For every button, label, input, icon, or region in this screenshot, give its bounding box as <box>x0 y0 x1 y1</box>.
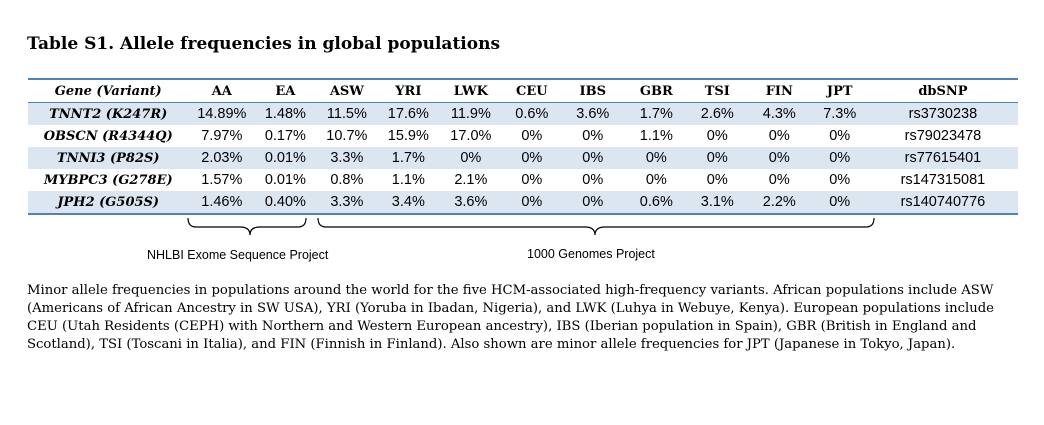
nhlbi-label: NHLBI Exome Sequence Project <box>147 248 329 262</box>
header-gbr: GBR <box>625 78 688 103</box>
jpt-cell: 0% <box>829 172 851 188</box>
jpt-cell: 0% <box>811 191 868 215</box>
jpt-cell: 0% <box>811 147 868 169</box>
jpt-cell: 0% <box>829 128 851 144</box>
lwk-cell: 17.0% <box>450 128 492 144</box>
lwk-cell: 3.6% <box>438 191 504 215</box>
ibs-cell: 3.6% <box>560 102 626 125</box>
gbr-cell: 1.1% <box>639 128 673 144</box>
header-asw: ASW <box>315 78 379 103</box>
table-row: OBSCN (R4344Q) 7.97% 0.17% 10.7% 15.9% 1… <box>28 125 1018 147</box>
tsi-cell: 3.1% <box>687 191 747 215</box>
dbsnp-cell: rs140740776 <box>867 191 1018 215</box>
table-row: TNNI3 (P82S) 2.03% 0.01% 3.3% 1.7% 0% 0%… <box>28 147 1018 169</box>
ea-cell: 0.01% <box>264 172 306 188</box>
thousand-genomes-label: 1000 Genomes Project <box>527 247 655 261</box>
header-yri: YRI <box>378 78 439 103</box>
fin-cell: 0% <box>768 128 790 144</box>
nhlbi-brace <box>187 217 307 236</box>
fin-cell: 4.3% <box>746 102 812 125</box>
table-caption: Minor allele frequencies in populations … <box>27 283 994 352</box>
aa-cell: 14.89% <box>188 102 256 125</box>
ceu-cell: 0% <box>503 191 561 215</box>
tsi-cell: 0% <box>687 147 747 169</box>
ibs-cell: 0% <box>582 128 604 144</box>
header-dbsnp: dbSNP <box>867 78 1018 103</box>
gbr-cell: 0% <box>645 172 667 188</box>
header-tsi: TSI <box>687 78 747 103</box>
yri-cell: 3.4% <box>378 191 439 215</box>
tsi-cell: 0% <box>706 128 728 144</box>
aa-cell: 1.57% <box>201 172 243 188</box>
asw-cell: 0.8% <box>330 172 364 188</box>
header-ea: EA <box>255 78 316 103</box>
aa-cell: 2.03% <box>188 147 256 169</box>
gene-variant-cell: JPH2 (G505S) <box>28 191 189 215</box>
ea-cell: 0.40% <box>255 191 316 215</box>
asw-cell: 3.3% <box>315 191 379 215</box>
gbr-cell: 0.6% <box>625 191 688 215</box>
yri-cell: 15.9% <box>387 128 429 144</box>
fin-cell: 0% <box>768 172 790 188</box>
ceu-cell: 0% <box>521 128 543 144</box>
yri-cell: 1.1% <box>391 172 425 188</box>
table-row: MYBPC3 (G278E) 1.57% 0.01% 0.8% 1.1% 2.1… <box>28 169 1018 191</box>
header-aa: AA <box>188 78 256 103</box>
header-gene-variant: Gene (Variant) <box>28 78 189 103</box>
ibs-cell: 0% <box>582 172 604 188</box>
header-jpt: JPT <box>811 78 868 103</box>
header-ibs: IBS <box>560 78 626 103</box>
table-row: TNNT2 (K247R) 14.89% 1.48% 11.5% 17.6% 1… <box>28 102 1018 125</box>
fin-cell: 0% <box>746 147 812 169</box>
ea-cell: 0.17% <box>264 128 306 144</box>
ea-cell: 0.01% <box>255 147 316 169</box>
dbsnp-cell: rs147315081 <box>900 172 986 188</box>
dbsnp-cell: rs3730238 <box>867 102 1018 125</box>
fin-cell: 2.2% <box>746 191 812 215</box>
allele-frequency-table: Gene (Variant) AA EA ASW YRI LWK CEU IBS… <box>28 78 1018 215</box>
gene-variant-cell: MYBPC3 (G278E) <box>43 172 173 188</box>
thousand-genomes-brace <box>317 217 875 236</box>
ceu-cell: 0.6% <box>503 102 561 125</box>
tsi-cell: 2.6% <box>687 102 747 125</box>
dbsnp-cell: rs79023478 <box>904 128 982 144</box>
table-header-row: Gene (Variant) AA EA ASW YRI LWK CEU IBS… <box>28 78 1018 103</box>
ibs-cell: 0% <box>560 191 626 215</box>
ibs-cell: 0% <box>560 147 626 169</box>
grouping-braces <box>187 217 875 236</box>
yri-cell: 1.7% <box>378 147 439 169</box>
jpt-cell: 7.3% <box>811 102 868 125</box>
dbsnp-cell: rs77615401 <box>867 147 1018 169</box>
ceu-cell: 0% <box>521 172 543 188</box>
table-row: JPH2 (G505S) 1.46% 0.40% 3.3% 3.4% 3.6% … <box>28 191 1018 215</box>
header-ceu: CEU <box>503 78 561 103</box>
gene-variant-cell: TNNI3 (P82S) <box>28 147 189 169</box>
header-lwk: LWK <box>438 78 504 103</box>
lwk-cell: 11.9% <box>438 102 504 125</box>
aa-cell: 1.46% <box>188 191 256 215</box>
table-title: Table S1. Allele frequencies in global p… <box>27 34 501 54</box>
lwk-cell: 0% <box>438 147 504 169</box>
lwk-cell: 2.1% <box>454 172 488 188</box>
asw-cell: 3.3% <box>315 147 379 169</box>
yri-cell: 17.6% <box>378 102 439 125</box>
gene-variant-cell: OBSCN (R4344Q) <box>43 128 173 144</box>
gbr-cell: 0% <box>625 147 688 169</box>
asw-cell: 10.7% <box>326 128 368 144</box>
ceu-cell: 0% <box>503 147 561 169</box>
ea-cell: 1.48% <box>255 102 316 125</box>
asw-cell: 11.5% <box>315 102 379 125</box>
gbr-cell: 1.7% <box>625 102 688 125</box>
gene-variant-cell: TNNT2 (K247R) <box>28 102 189 125</box>
header-fin: FIN <box>746 78 812 103</box>
aa-cell: 7.97% <box>201 128 243 144</box>
tsi-cell: 0% <box>706 172 728 188</box>
